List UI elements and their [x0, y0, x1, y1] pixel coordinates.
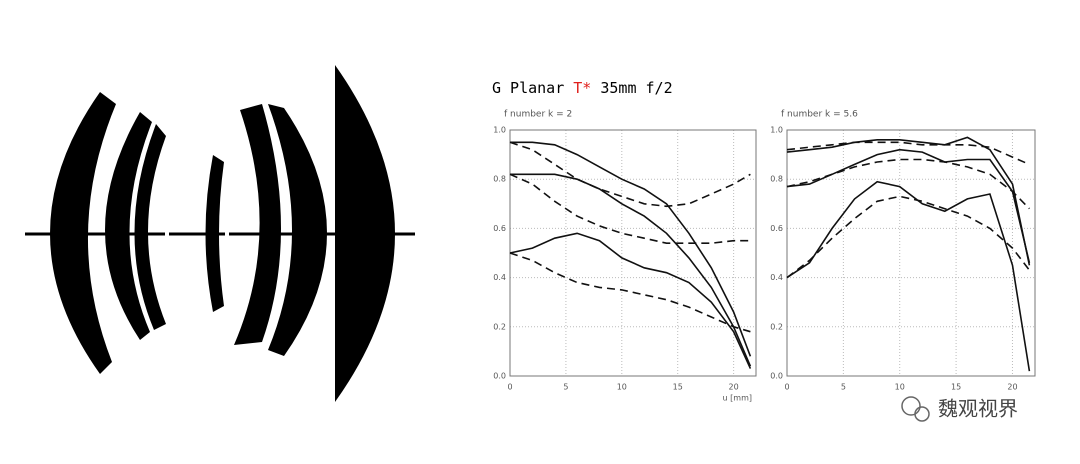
x-tick-label: 15	[951, 383, 961, 392]
y-tick-label: 0.4	[770, 273, 783, 282]
y-tick-label: 0.8	[493, 175, 506, 184]
lens-element	[105, 112, 152, 340]
mtf-curve	[786, 180, 1031, 372]
watermark-icon	[914, 406, 930, 422]
x-tick-label: 15	[673, 383, 683, 392]
chart-title: G Planar T* 35mm f/2	[492, 79, 673, 97]
lens-element	[134, 124, 166, 330]
y-tick-label: 0.2	[493, 322, 506, 331]
mtf-curve	[509, 252, 751, 333]
x-tick-label: 20	[1007, 383, 1017, 392]
title-spec: 35mm f/2	[600, 79, 672, 97]
y-tick-label: 0.8	[770, 175, 783, 184]
y-tick-label: 0.4	[493, 273, 506, 282]
mtf-curve	[786, 136, 1031, 266]
mtf-curve	[509, 141, 751, 208]
x-tick-label: 0	[507, 383, 512, 392]
y-tick-label: 0.2	[770, 322, 783, 331]
watermark-text: 魏观视界	[938, 397, 1018, 421]
y-tick-label: 0.0	[493, 372, 506, 381]
chart-subtitle: f number k = 2	[504, 110, 572, 120]
watermark: 魏观视界	[901, 396, 1018, 422]
lens-diagram	[25, 65, 415, 402]
lens-element	[268, 104, 327, 356]
x-tick-label: 5	[563, 383, 568, 392]
lens-element	[234, 104, 281, 345]
title-mark: T*	[573, 79, 591, 97]
y-tick-label: 1.0	[493, 126, 506, 135]
x-tick-label: 10	[895, 383, 905, 392]
chart-subtitle: f number k = 5.6	[781, 110, 858, 120]
watermark-icon	[901, 396, 921, 416]
x-axis-label: u [mm]	[723, 394, 752, 403]
x-tick-label: 20	[729, 383, 739, 392]
mtf-curve	[509, 173, 751, 244]
x-tick-label: 10	[617, 383, 627, 392]
x-tick-label: 0	[784, 383, 789, 392]
title-brand: G Planar	[492, 79, 564, 97]
y-tick-label: 0.6	[770, 224, 783, 233]
plot-frame	[786, 129, 1036, 377]
y-tick-label: 1.0	[770, 126, 783, 135]
plot-frame	[509, 129, 757, 377]
mtf-curve	[509, 232, 752, 369]
mtf-curve	[786, 195, 1031, 279]
x-tick-label: 5	[841, 383, 846, 392]
mtf-curve	[786, 158, 1030, 210]
y-tick-label: 0.0	[770, 372, 783, 381]
mtf-curve	[510, 173, 752, 367]
mtf-curve	[786, 141, 1030, 166]
mtf-curve	[510, 141, 752, 357]
y-tick-label: 0.6	[493, 224, 506, 233]
